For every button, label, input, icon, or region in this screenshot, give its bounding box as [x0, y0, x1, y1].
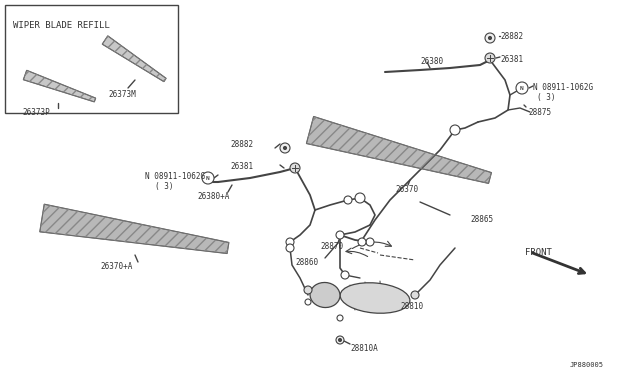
Text: 28882: 28882: [500, 32, 523, 41]
Text: N 08911-1062G: N 08911-1062G: [145, 172, 205, 181]
Text: 26380+A: 26380+A: [197, 192, 229, 201]
Circle shape: [485, 53, 495, 63]
Circle shape: [341, 271, 349, 279]
Text: 26380: 26380: [420, 57, 443, 66]
Circle shape: [355, 193, 365, 203]
Circle shape: [286, 238, 294, 246]
Text: 28860: 28860: [295, 258, 318, 267]
Circle shape: [450, 125, 460, 135]
Polygon shape: [40, 204, 229, 254]
Text: N: N: [520, 86, 524, 90]
Text: 26370: 26370: [395, 185, 418, 194]
Circle shape: [336, 336, 344, 344]
Circle shape: [284, 147, 287, 150]
Text: 28875: 28875: [528, 108, 551, 117]
Circle shape: [516, 82, 528, 94]
Text: 28810A: 28810A: [350, 344, 378, 353]
Circle shape: [411, 291, 419, 299]
Text: 26381: 26381: [500, 55, 523, 64]
Circle shape: [286, 244, 294, 252]
Text: 28870: 28870: [320, 242, 343, 251]
Text: 26373P: 26373P: [22, 108, 50, 117]
Text: FRONT: FRONT: [525, 248, 552, 257]
Text: 28882: 28882: [230, 140, 253, 149]
Polygon shape: [23, 70, 95, 102]
Circle shape: [290, 163, 300, 173]
Circle shape: [358, 238, 366, 246]
Circle shape: [339, 339, 342, 341]
Text: N: N: [206, 176, 210, 180]
Circle shape: [336, 231, 344, 239]
Circle shape: [202, 172, 214, 184]
Circle shape: [366, 238, 374, 246]
Circle shape: [344, 196, 352, 204]
Circle shape: [305, 299, 311, 305]
Ellipse shape: [340, 283, 410, 313]
Text: 26373M: 26373M: [108, 90, 136, 99]
Text: 28810: 28810: [400, 302, 423, 311]
Circle shape: [304, 286, 312, 294]
Circle shape: [337, 315, 343, 321]
Text: JP880005: JP880005: [570, 362, 604, 368]
Text: N 08911-1062G: N 08911-1062G: [533, 83, 593, 92]
Text: 26370+A: 26370+A: [100, 262, 132, 271]
Circle shape: [485, 33, 495, 43]
Text: WIPER BLADE REFILL: WIPER BLADE REFILL: [13, 21, 109, 30]
Text: 28865: 28865: [470, 215, 493, 224]
Ellipse shape: [310, 282, 340, 308]
Circle shape: [488, 36, 492, 39]
Bar: [5, 5, 178, 113]
Polygon shape: [102, 36, 166, 82]
Polygon shape: [307, 116, 492, 183]
Text: ( 3): ( 3): [155, 182, 173, 191]
Text: 26381: 26381: [230, 162, 253, 171]
Circle shape: [280, 143, 290, 153]
Text: ( 3): ( 3): [537, 93, 556, 102]
